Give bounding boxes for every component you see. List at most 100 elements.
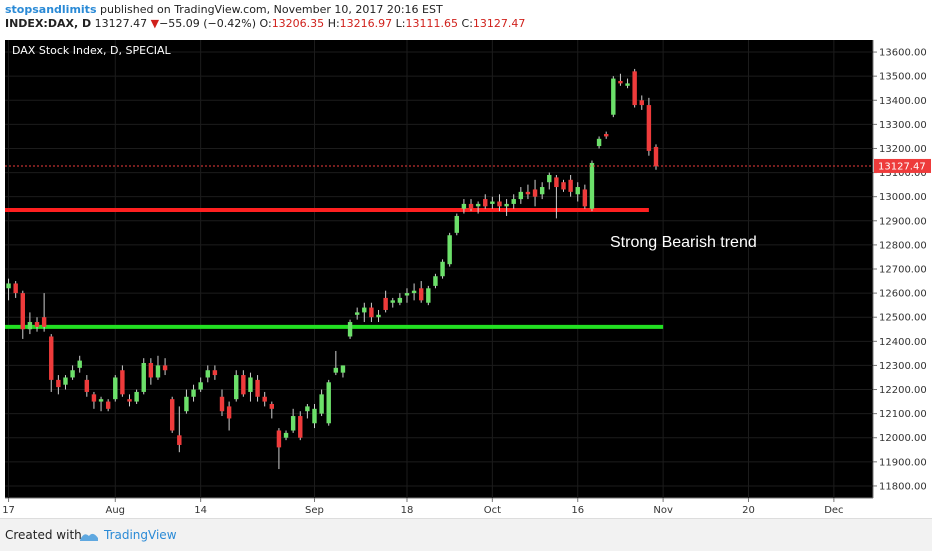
candle-body	[589, 162, 595, 209]
annotation-text[interactable]: Strong Bearish trend	[610, 234, 757, 251]
candle-down	[653, 144, 659, 170]
x-tick-label: Dec	[824, 505, 843, 516]
candle-down	[468, 199, 474, 212]
candle-body	[241, 375, 246, 395]
candle-down	[241, 370, 246, 397]
candle-down	[56, 375, 61, 395]
candle-body	[262, 396, 267, 402]
candle-up	[440, 259, 445, 279]
candle-down	[419, 281, 424, 303]
candle-up	[589, 160, 595, 212]
candle-body	[312, 408, 317, 424]
candle-body	[290, 416, 296, 431]
candle-down	[20, 290, 25, 339]
y-tick-label: 13000.00	[879, 192, 927, 203]
candle-up	[319, 389, 324, 417]
candle-up	[184, 389, 189, 414]
author-link[interactable]: stopsandlimits	[5, 3, 97, 16]
candle-body	[468, 203, 474, 209]
candle-body	[56, 379, 61, 388]
candle-body	[611, 78, 616, 115]
candle-down	[369, 302, 374, 323]
candle-body	[255, 379, 260, 397]
trend-lines[interactable]	[5, 207, 664, 329]
candle-body	[155, 365, 161, 378]
candle-body	[226, 406, 232, 419]
y-tick-label: 12500.00	[879, 313, 927, 324]
candle-down	[13, 281, 18, 298]
y-tick-label: 13100.00	[879, 168, 927, 179]
candle-body	[340, 365, 346, 373]
x-tick-label: Sep	[305, 505, 324, 516]
candle-up	[326, 379, 331, 426]
candle-up	[354, 307, 360, 320]
low-label: L:	[395, 17, 406, 30]
candle-body	[433, 276, 438, 286]
open-value: 13206.35	[271, 17, 325, 30]
candle-up	[205, 365, 210, 383]
candle-down	[34, 317, 40, 332]
candle-down	[212, 365, 218, 380]
open-label: O:	[259, 17, 272, 30]
candle-body	[113, 377, 118, 400]
candle-body	[326, 382, 331, 424]
x-tick-label: Oct	[484, 505, 501, 516]
candle-up	[404, 288, 410, 303]
y-tick-label: 12200.00	[879, 385, 927, 396]
candle-up	[426, 285, 431, 306]
candle-up	[27, 312, 33, 335]
candle-body	[618, 80, 623, 84]
price-chart[interactable]: 11800.00 11900.00 12000.00 12100.00 12200.00…	[0, 34, 932, 518]
candle-up	[575, 182, 580, 202]
candle-body	[177, 435, 182, 445]
candle-down	[105, 399, 111, 412]
symbol-line: INDEX:DAX, D 13127.47 ▼−55.09 (−0.42%) O…	[5, 17, 525, 31]
candle-down	[532, 179, 538, 207]
candle-up	[454, 213, 459, 236]
candle-body	[490, 201, 495, 204]
candle-body	[447, 235, 452, 265]
candle-body	[539, 187, 545, 195]
candle-up	[511, 194, 516, 209]
candle-down	[554, 174, 559, 219]
candle-up	[333, 350, 339, 376]
candle-down	[646, 97, 652, 156]
x-tick-label: 16	[571, 505, 584, 516]
candle-body	[376, 314, 381, 318]
candle-body	[98, 399, 104, 402]
x-tick-label: Nov	[653, 505, 673, 516]
candle-body	[653, 146, 659, 166]
candle-down	[177, 406, 182, 453]
candle-down	[632, 68, 637, 108]
close-label: C:	[461, 17, 473, 30]
candle-up	[63, 375, 68, 390]
candle-up	[475, 201, 481, 214]
time-axis[interactable]	[5, 498, 873, 518]
candle-down	[255, 375, 260, 402]
tradingview-link[interactable]: TradingView	[104, 528, 177, 542]
candle-body	[497, 201, 502, 207]
high-label: H:	[327, 17, 340, 30]
candle-body	[169, 399, 175, 431]
candle-body	[319, 394, 324, 414]
candle-body	[77, 360, 82, 368]
candle-up	[611, 76, 616, 118]
tradingview-logo-icon[interactable]	[78, 528, 100, 547]
candle-up	[77, 355, 82, 373]
candle-down	[219, 389, 225, 417]
candle-up	[347, 319, 353, 339]
candle-down	[298, 411, 303, 441]
last-price-tag-label: 13127.47	[878, 161, 926, 172]
price-axis[interactable]	[873, 40, 932, 498]
y-tick-label: 12600.00	[879, 289, 927, 300]
candle-body	[483, 199, 488, 207]
candle-body	[568, 179, 573, 192]
candle-down	[561, 179, 566, 192]
candle-body	[525, 191, 531, 195]
candle-down	[269, 401, 275, 419]
y-tick-label: 13600.00	[879, 48, 927, 59]
candle-up	[312, 403, 317, 429]
candle-down	[148, 358, 154, 385]
candle-body	[596, 138, 602, 147]
candle-body	[454, 215, 459, 233]
